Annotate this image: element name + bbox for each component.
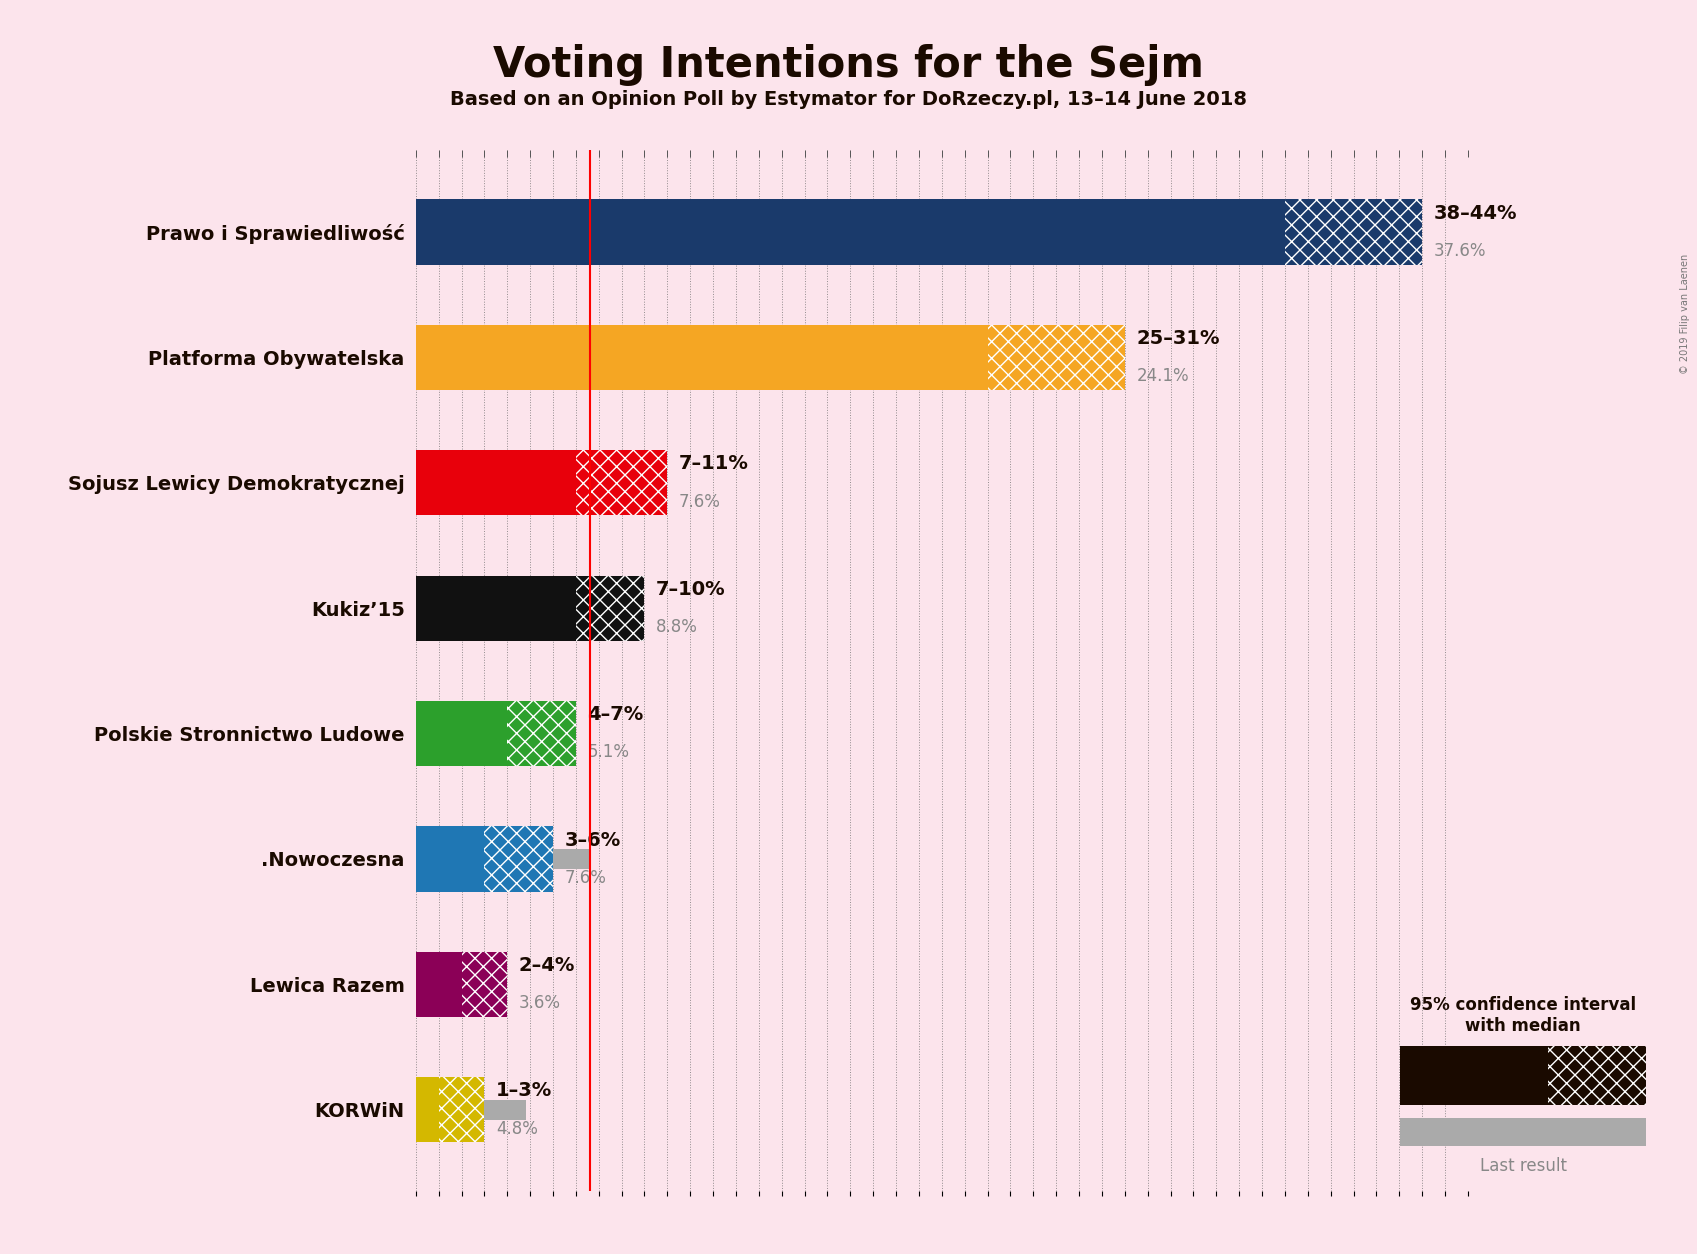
- Bar: [416, 701, 507, 766]
- Text: 7–10%: 7–10%: [657, 579, 726, 599]
- Bar: [416, 1100, 526, 1120]
- Bar: [416, 576, 575, 641]
- Text: Voting Intentions for the Sejm: Voting Intentions for the Sejm: [494, 44, 1203, 85]
- Bar: [416, 347, 967, 367]
- Bar: [416, 199, 1285, 265]
- Text: 95% confidence interval
with median: 95% confidence interval with median: [1410, 996, 1636, 1035]
- Text: Based on an Opinion Poll by Estymator for DoRzeczy.pl, 13–14 June 2018: Based on an Opinion Poll by Estymator fo…: [450, 90, 1247, 109]
- Bar: [1548, 1046, 1646, 1105]
- Bar: [416, 222, 1276, 242]
- Bar: [416, 1077, 438, 1142]
- Bar: [988, 325, 1125, 390]
- Text: 38–44%: 38–44%: [1434, 203, 1517, 223]
- Text: 7.6%: 7.6%: [679, 493, 721, 510]
- Bar: [484, 826, 553, 892]
- Bar: [416, 849, 589, 869]
- Text: 8.8%: 8.8%: [657, 618, 697, 636]
- Bar: [1400, 1046, 1548, 1105]
- Text: 2–4%: 2–4%: [519, 956, 575, 976]
- Bar: [416, 952, 462, 1017]
- Bar: [507, 701, 575, 766]
- Bar: [438, 1077, 484, 1142]
- Bar: [1400, 1117, 1646, 1146]
- Text: 5.1%: 5.1%: [587, 744, 630, 761]
- Text: 4–7%: 4–7%: [587, 705, 643, 725]
- Text: 24.1%: 24.1%: [1137, 367, 1190, 385]
- Bar: [416, 724, 533, 744]
- Text: 7.6%: 7.6%: [565, 869, 606, 887]
- Text: 3.6%: 3.6%: [519, 994, 560, 1012]
- Text: © 2019 Filip van Laenen: © 2019 Filip van Laenen: [1680, 253, 1690, 374]
- Text: 4.8%: 4.8%: [496, 1120, 538, 1137]
- Text: 3–6%: 3–6%: [565, 830, 621, 850]
- Bar: [575, 576, 645, 641]
- Bar: [1285, 199, 1422, 265]
- Text: 7–11%: 7–11%: [679, 454, 748, 474]
- Bar: [416, 826, 484, 892]
- Bar: [462, 952, 507, 1017]
- Bar: [416, 473, 589, 493]
- Bar: [416, 450, 575, 515]
- Text: Last result: Last result: [1480, 1157, 1566, 1175]
- Text: 37.6%: 37.6%: [1434, 242, 1487, 260]
- Bar: [416, 974, 499, 994]
- Bar: [416, 325, 988, 390]
- Text: 25–31%: 25–31%: [1137, 329, 1220, 349]
- Text: 1–3%: 1–3%: [496, 1081, 552, 1101]
- Bar: [416, 598, 618, 618]
- Bar: [575, 450, 667, 515]
